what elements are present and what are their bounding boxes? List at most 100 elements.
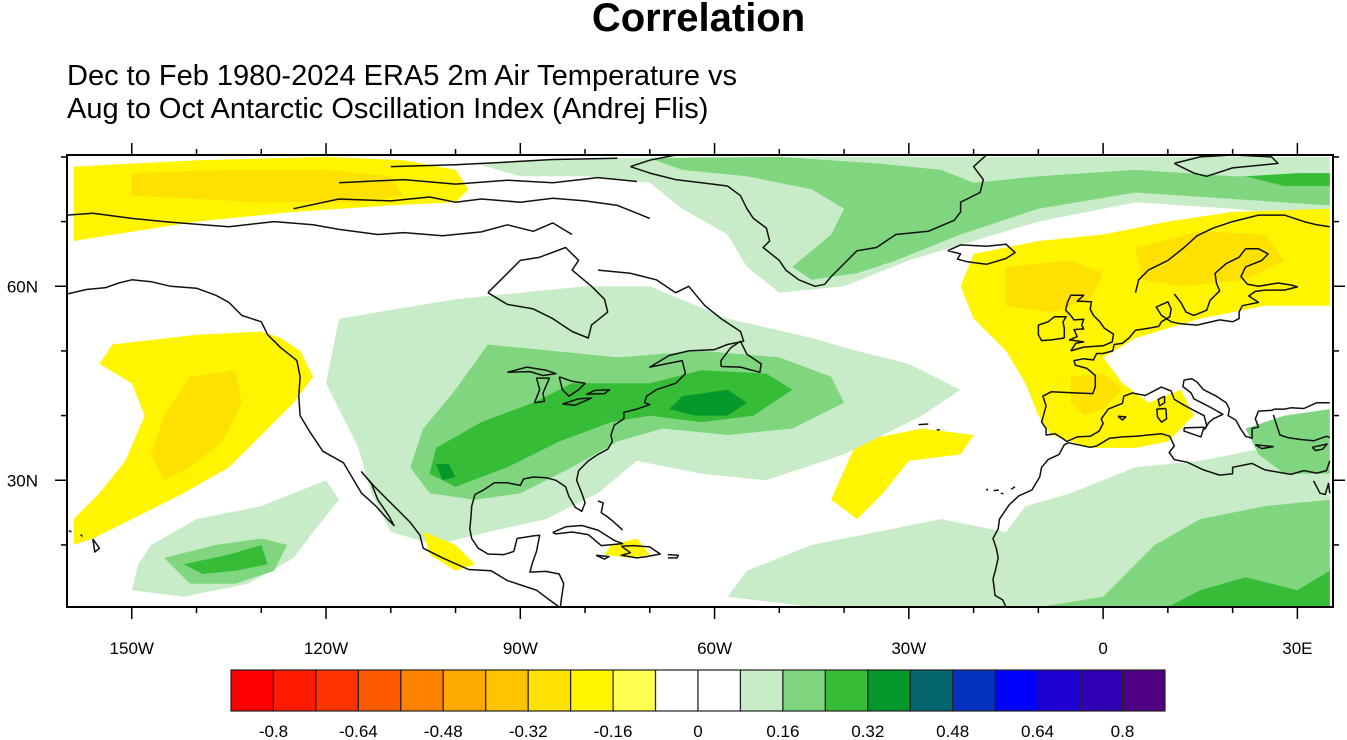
subtitle-line-2: Aug to Oct Antarctic Oscillation Index (… (67, 93, 709, 125)
colorbar-swatch (230, 669, 275, 712)
coastline (993, 489, 999, 492)
x-tick-label: 120W (304, 639, 348, 658)
x-tick-label: 60W (697, 639, 732, 658)
coastline (552, 524, 624, 547)
coastline (1064, 294, 1115, 352)
colorbar-label: 0.8 (1111, 722, 1135, 740)
coastline (1173, 248, 1299, 323)
coastline (630, 155, 676, 168)
colorbar-swatch (570, 669, 614, 712)
coastline (67, 279, 560, 607)
coastline (293, 196, 651, 220)
coastline (390, 157, 618, 168)
colorbar-label: 0 (693, 722, 702, 740)
coastline (80, 534, 84, 538)
colorbar-swatch (654, 669, 699, 712)
coastline (68, 530, 72, 533)
contour-region (1245, 173, 1330, 186)
coastline (947, 243, 1016, 266)
coastline (1254, 443, 1275, 450)
axis-tick-labels: 150W 120W 90W 60W 30W 0 30E 60N 30N (7, 277, 1313, 658)
colorbar-swatch (782, 669, 826, 712)
x-tick-label: 90W (503, 639, 538, 658)
contour-region (131, 169, 404, 203)
coastline (586, 388, 611, 396)
coastline (918, 423, 929, 426)
colorbar-swatch (1121, 669, 1166, 712)
coastline (1272, 414, 1331, 442)
coastline (1183, 426, 1205, 438)
colorbar-label: -0.16 (594, 722, 633, 740)
coastline (595, 554, 610, 560)
colorbar-swatch (994, 669, 1039, 712)
coastline (469, 269, 745, 607)
chart-subtitle: Dec to Feb 1980-2024 ERA5 2m Air Tempera… (67, 60, 737, 126)
coastline (597, 500, 624, 531)
x-tick-label: 30E (1282, 639, 1312, 658)
coastline (720, 340, 762, 374)
contour-region (423, 532, 475, 571)
x-tick-label: 30W (891, 639, 926, 658)
contour-region (1070, 373, 1123, 416)
contour-region (649, 156, 1330, 280)
contour-fills (73, 156, 1330, 607)
coastline (992, 432, 1331, 607)
coastline (533, 377, 551, 404)
coastline (92, 538, 101, 553)
contour-region (1135, 231, 1285, 287)
contour-region (1245, 409, 1330, 474)
coastline (1173, 155, 1279, 178)
contour-region (831, 428, 974, 520)
coastline (558, 376, 586, 397)
contour-region (604, 538, 650, 558)
contour-region (669, 389, 747, 416)
colorbar (230, 669, 1166, 712)
colorbar-swatch (315, 669, 359, 712)
contour-region (183, 544, 268, 574)
colorbar-swatch (952, 669, 996, 712)
coastline (507, 366, 557, 377)
colorbar-swatch (909, 669, 954, 712)
x-tick-label: 0 (1098, 639, 1107, 658)
coastline (1157, 395, 1166, 407)
colorbar-swatch (697, 669, 742, 712)
colorbar-swatch (739, 669, 784, 712)
colorbar-label: -0.64 (339, 722, 378, 740)
coastline (1156, 407, 1168, 423)
coastline (1311, 443, 1328, 452)
subtitle-line-1: Dec to Feb 1980-2024 ERA5 2m Air Tempera… (67, 60, 738, 92)
colorbar-swatch (272, 669, 317, 712)
y-tick-label: 60N (7, 277, 38, 296)
coastline (1000, 492, 1004, 495)
colorbar-swatch (824, 669, 869, 712)
colorbar-swatch (1037, 669, 1081, 712)
colorbar-swatch (485, 669, 529, 712)
colorbar-label: 0.48 (936, 722, 969, 740)
colorbar-swatch (1079, 669, 1124, 712)
colorbar-swatch (867, 669, 911, 712)
coastline (1010, 486, 1016, 490)
coastline (487, 246, 609, 339)
x-tick-label: 150W (110, 639, 154, 658)
coastline (1134, 214, 1330, 293)
coastline (985, 488, 989, 492)
colorbar-label: 0.16 (766, 722, 799, 740)
colorbar-label: 0.32 (851, 722, 884, 740)
map-frame (66, 154, 1334, 608)
coastline (630, 155, 988, 288)
colorbar-swatch (357, 669, 402, 712)
colorbar-label: -0.48 (424, 722, 463, 740)
colorbar-label: -0.32 (509, 722, 548, 740)
colorbar-swatch (400, 669, 444, 712)
coastline (562, 397, 593, 406)
coastline (667, 553, 680, 559)
contour-region (436, 464, 456, 481)
axis-ticks (55, 143, 1345, 619)
coastline (1040, 301, 1330, 443)
colorbar-swatch (442, 669, 487, 712)
chart-title: Correlation (591, 0, 806, 40)
contour-region (1167, 570, 1330, 607)
colorbar-label: 0.64 (1021, 722, 1054, 740)
coastline (620, 544, 661, 559)
